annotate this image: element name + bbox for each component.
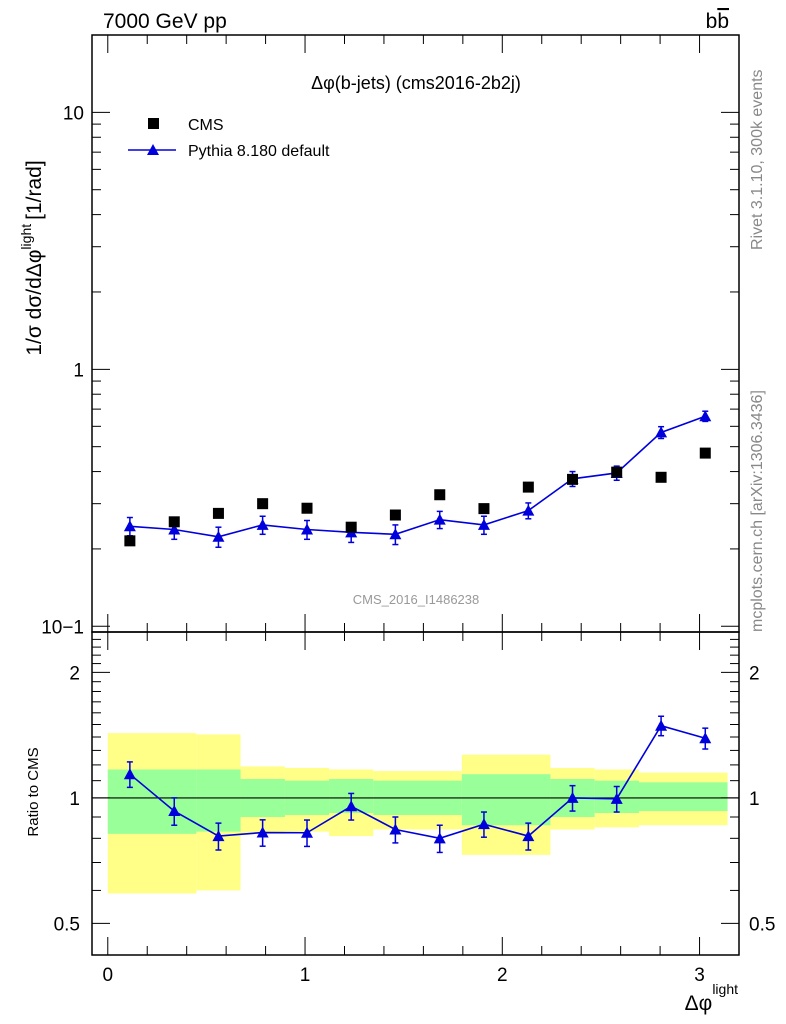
cms-data-point [257,498,269,510]
ratio-mc-point [522,830,535,842]
cms-data-point [478,503,490,515]
ratio-y-tick-label-left: 1 [69,789,80,810]
ratio-y-tick-label-right: 1 [749,789,760,810]
mc-point [522,504,535,516]
mc-point [212,530,225,542]
ratio-x-label: Δφlight [685,981,738,1015]
ratio-mc-point [610,792,623,804]
mc-point [389,528,402,540]
mc-line [129,415,706,538]
ratio-mc-point [566,791,579,803]
energy-label: 7000 GeV pp [103,10,227,33]
ratio-y-label: Ratio to CMS [25,747,42,836]
ratio-x-tick-label: 0 [102,965,113,986]
legend-data-marker [148,118,159,129]
legend: CMS Pythia 8.180 default [128,117,330,160]
main-title: Δφ(b-jets) (cms2016-2b2j) [311,73,521,93]
main-y-label-unit: [1/rad] [23,160,46,220]
ratio-inner-band [638,782,728,812]
main-y-label-sup: light [18,224,34,250]
legend-mc-marker [147,144,159,155]
main-y-tick-label: 1 [73,360,84,381]
cms-data-point [124,535,136,547]
ratio-inner-band [196,769,241,832]
mc-point [168,523,181,535]
process-label-bar: b [717,10,729,33]
mc-point [256,518,269,530]
mc-point [655,426,668,438]
cms-data-point [699,447,711,459]
ratio-mc-point [345,800,358,812]
ratio-mc-point [389,823,402,835]
cms-data-point [522,481,534,493]
cms-data-point [611,466,623,478]
cms-data-point [168,516,180,528]
rivet-label: Rivet 3.1.10, 300k events [749,69,766,250]
mc-point [477,518,490,530]
ratio-mc-point [212,830,225,842]
ratio-mc-point [699,732,712,744]
main-y-tick-label: 10−1 [41,617,84,638]
ratio-x-label-sup: light [712,981,738,997]
ratio-x-tick-label: 2 [497,965,508,986]
ratio-inner-band [461,774,551,826]
main-y-label-text: 1/σ dσ/dΔφ [23,250,46,356]
ratio-frame [91,631,740,956]
ratio-mc-point [433,832,446,844]
legend-mc-label: Pythia 8.180 default [188,143,330,160]
ratio-mc-point [655,719,668,731]
mc-point [301,523,314,535]
main-y-label: 1/σ dσ/dΔφlight [1/rad] [18,160,46,355]
cms-data-point [389,509,401,521]
cms-data-point [301,502,313,514]
main-y-tick-label: 10 [63,103,84,124]
ratio-mc-point [256,826,269,838]
ratio-mc-point [301,826,314,838]
ratio-x-tick-label: 3 [694,965,705,986]
cms-data-point [434,489,446,501]
ratio-y-tick-label-left: 2 [69,663,80,684]
mcplots-label: mcplots.cern.ch [arXiv:1306.3436] [749,390,766,632]
ratio-x-label-text: Δφ [685,992,713,1015]
ratio-mc-point [477,818,490,830]
ratio-mc-point [123,768,136,780]
ratio-mc-point [168,805,181,817]
ratio-y-tick-label-left: 0.5 [54,914,80,935]
ratio-panel: 0.5 0.5 1 1 2 2 0 1 2 3 Ratio to CMS Δφlight [25,631,775,1015]
ratio-mc-line [129,724,706,840]
cms-data-point [345,521,357,533]
cms-data-point [212,507,224,519]
ratio-x-tick-label: 1 [300,965,311,986]
ratio-y-tick-label-right: 0.5 [749,914,775,935]
svg-text:1/σ dσ/dΔφlight[1/rad]: 1/σ dσ/dΔφlight [1/rad] [18,160,46,355]
mc-point [123,520,136,532]
cms-data-point [567,473,579,485]
main-panel: Δφ(b-jets) (cms2016-2b2j) CMS_2016_I1486… [18,34,740,638]
ratio-inner-band [107,769,197,834]
process-label: bb [706,10,729,33]
legend-data-label: CMS [188,117,224,134]
ratio-y-tick-label-right: 2 [749,663,760,684]
cms-data-point [655,471,667,483]
mc-point [699,410,712,422]
mc-point [433,513,446,525]
watermark: CMS_2016_I1486238 [353,592,480,607]
